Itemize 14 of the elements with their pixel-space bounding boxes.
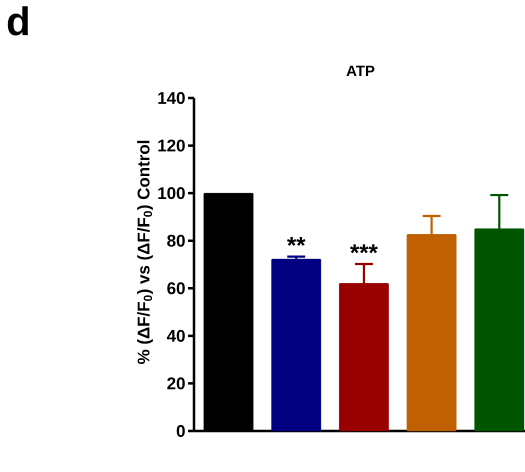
bar: [271, 258, 322, 432]
y-tick-label: 80: [167, 234, 185, 247]
y-axis-title: % (ΔF/F$_{0}$) vs (ΔF/F$_{0}$) Control: [137, 140, 153, 364]
text: d: [8, 6, 28, 36]
data-label: ***: [350, 244, 378, 254]
y-tick-label: 40: [166, 330, 185, 342]
y-tick-label: 140: [158, 92, 185, 104]
y-tick-label: 60: [167, 282, 185, 294]
y-tick-label: 100: [158, 187, 185, 200]
y-tick-label: 0: [176, 425, 185, 437]
chart-title: ATP: [346, 66, 374, 76]
y-tick-label: 120: [158, 140, 185, 152]
y-tick-label: 20: [167, 377, 185, 390]
data-label: **: [286, 237, 306, 246]
